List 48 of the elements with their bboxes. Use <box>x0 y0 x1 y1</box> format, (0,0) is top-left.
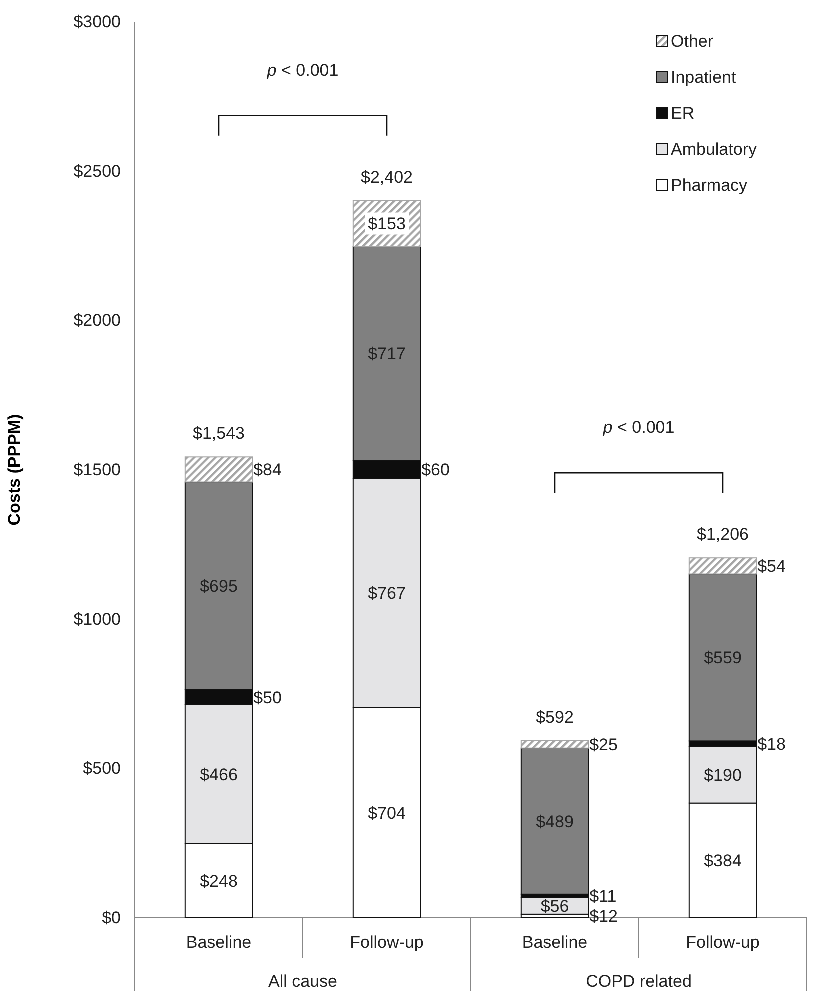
total-label: $1,543 <box>193 424 245 444</box>
data-label: $190 <box>704 766 742 785</box>
x-tick-label: Baseline <box>522 933 588 952</box>
total-label: $2,402 <box>361 168 413 187</box>
text: COPD related <box>586 972 692 991</box>
data-label: $767 <box>368 584 406 604</box>
y-tick-label: $500 <box>83 759 121 778</box>
annotation: p < 0.001 <box>602 418 675 438</box>
legend-label: Pharmacy <box>671 176 748 195</box>
data-label: $717 <box>368 344 406 364</box>
x-tick-label: Follow-up <box>350 933 424 952</box>
legend-label: Inpatient <box>671 68 736 87</box>
text: All cause <box>268 972 338 991</box>
y-tick-label: $3000 <box>74 12 121 32</box>
data-label: $18 <box>758 734 786 754</box>
data-label: $25 <box>590 736 618 755</box>
bar <box>520 748 590 895</box>
data-label: $50 <box>254 688 282 708</box>
legend-label: Ambulatory <box>671 140 758 159</box>
y-tick-label: $1000 <box>74 610 121 629</box>
bar <box>688 558 758 575</box>
data-label: $384 <box>704 852 742 871</box>
data-label: $704 <box>368 804 406 823</box>
y-tick-label: $2500 <box>74 162 121 181</box>
bar <box>520 740 590 749</box>
data-label: $60 <box>422 460 450 480</box>
data-label: $489 <box>536 812 574 832</box>
data-label: $466 <box>200 765 238 784</box>
data-label: $559 <box>704 648 742 668</box>
annotation: p < 0.001 <box>266 60 339 80</box>
y-axis-title: Costs (PPPM) <box>5 414 24 526</box>
y-tick-label: $1500 <box>74 460 121 480</box>
legend-label: Other <box>671 32 714 51</box>
y-tick-label: $2000 <box>74 311 121 330</box>
x-tick-label: Baseline <box>186 933 252 952</box>
bar <box>184 456 254 483</box>
total-label: $592 <box>536 708 574 727</box>
data-label: $695 <box>200 577 238 596</box>
x-tick-label: Follow-up <box>686 933 760 952</box>
data-label: $11 <box>590 887 617 906</box>
legend-label: ER <box>671 104 695 123</box>
data-label: $56 <box>540 897 570 916</box>
data-label: $84 <box>254 460 282 480</box>
data-label: $12 <box>590 907 618 926</box>
total-label: $1,206 <box>697 525 749 544</box>
data-label: $54 <box>758 557 786 576</box>
y-tick-label: $0 <box>102 908 121 928</box>
data-label: $248 <box>200 872 238 891</box>
